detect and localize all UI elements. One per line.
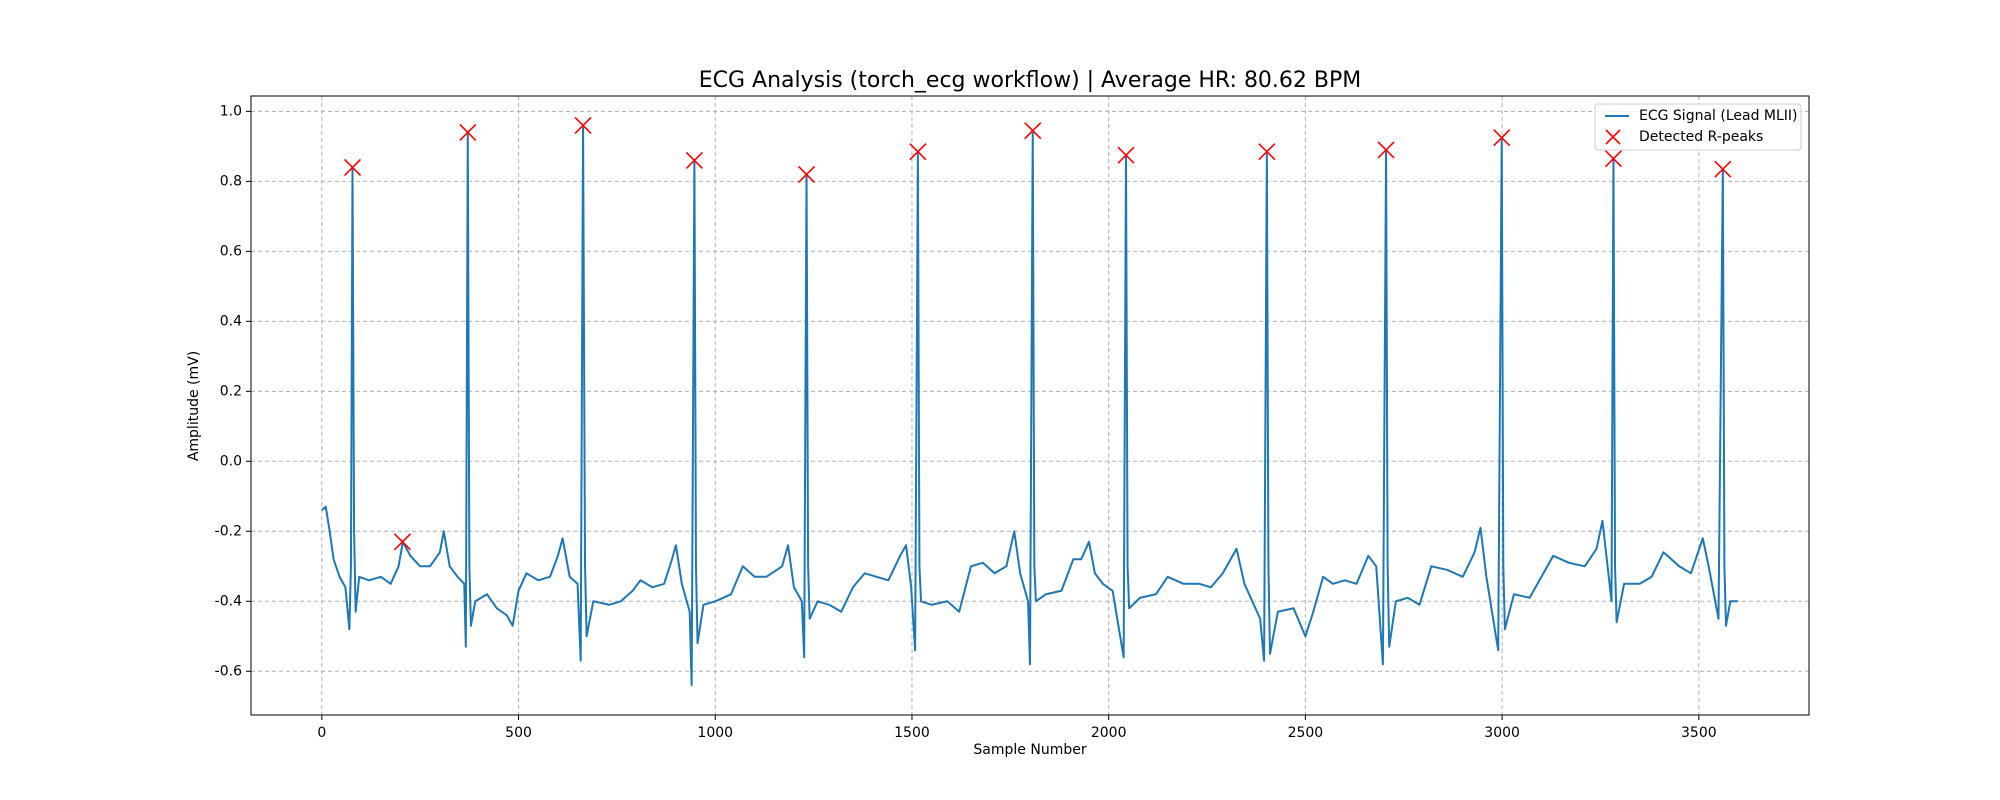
- r-peak-marker: [1377, 141, 1395, 159]
- x-axis-label: Sample Number: [973, 742, 1086, 758]
- x-tick-label: 500: [505, 725, 532, 741]
- legend-marker: [1605, 129, 1621, 145]
- r-peak-marker: [685, 151, 703, 169]
- x-tick-label: 2500: [1288, 725, 1324, 741]
- r-peak-marker: [1604, 150, 1623, 168]
- x-tick-label: 3000: [1484, 725, 1520, 741]
- chart-title: ECG Analysis (torch_ecg workflow) | Aver…: [699, 68, 1362, 93]
- r-peak-marker: [1493, 129, 1511, 147]
- y-tick-label: 1.0: [220, 103, 242, 119]
- r-peak-marker: [343, 158, 362, 176]
- r-peak-marker: [909, 143, 927, 161]
- y-tick-label: 0.2: [220, 383, 242, 399]
- y-tick-label: 0.8: [220, 173, 242, 189]
- r-peak-marker: [393, 533, 412, 551]
- x-tick-label: 1500: [894, 725, 930, 741]
- r-peak-marker: [1024, 122, 1042, 140]
- legend-label: Detected R-peaks: [1639, 129, 1763, 145]
- legend-box: [1594, 103, 1802, 151]
- legend-label: ECG Signal (Lead MLII): [1639, 108, 1798, 124]
- y-tick-label: 0.0: [220, 453, 242, 469]
- y-tick-label: -0.4: [215, 593, 242, 609]
- x-tick-label: 3500: [1681, 725, 1717, 741]
- r-peak-marker: [1117, 146, 1135, 164]
- ecg-line: [321, 124, 1738, 687]
- x-tick-label: 2000: [1091, 725, 1127, 741]
- y-axis-label: Amplitude (mV): [186, 351, 202, 461]
- r-peak-marker: [574, 116, 592, 134]
- x-tick-label: 0: [317, 725, 326, 741]
- y-tick-label: -0.2: [215, 523, 242, 539]
- r-peak-marker: [1714, 160, 1732, 178]
- y-tick-label: 0.4: [220, 313, 242, 329]
- r-peak-marker: [1258, 143, 1276, 161]
- r-peak-marker: [797, 165, 816, 183]
- plot-frame: [250, 95, 1810, 716]
- y-tick-label: 0.6: [220, 243, 242, 259]
- x-tick-label: 1000: [697, 725, 733, 741]
- r-peak-marker: [459, 123, 477, 141]
- y-tick-label: -0.6: [215, 663, 242, 679]
